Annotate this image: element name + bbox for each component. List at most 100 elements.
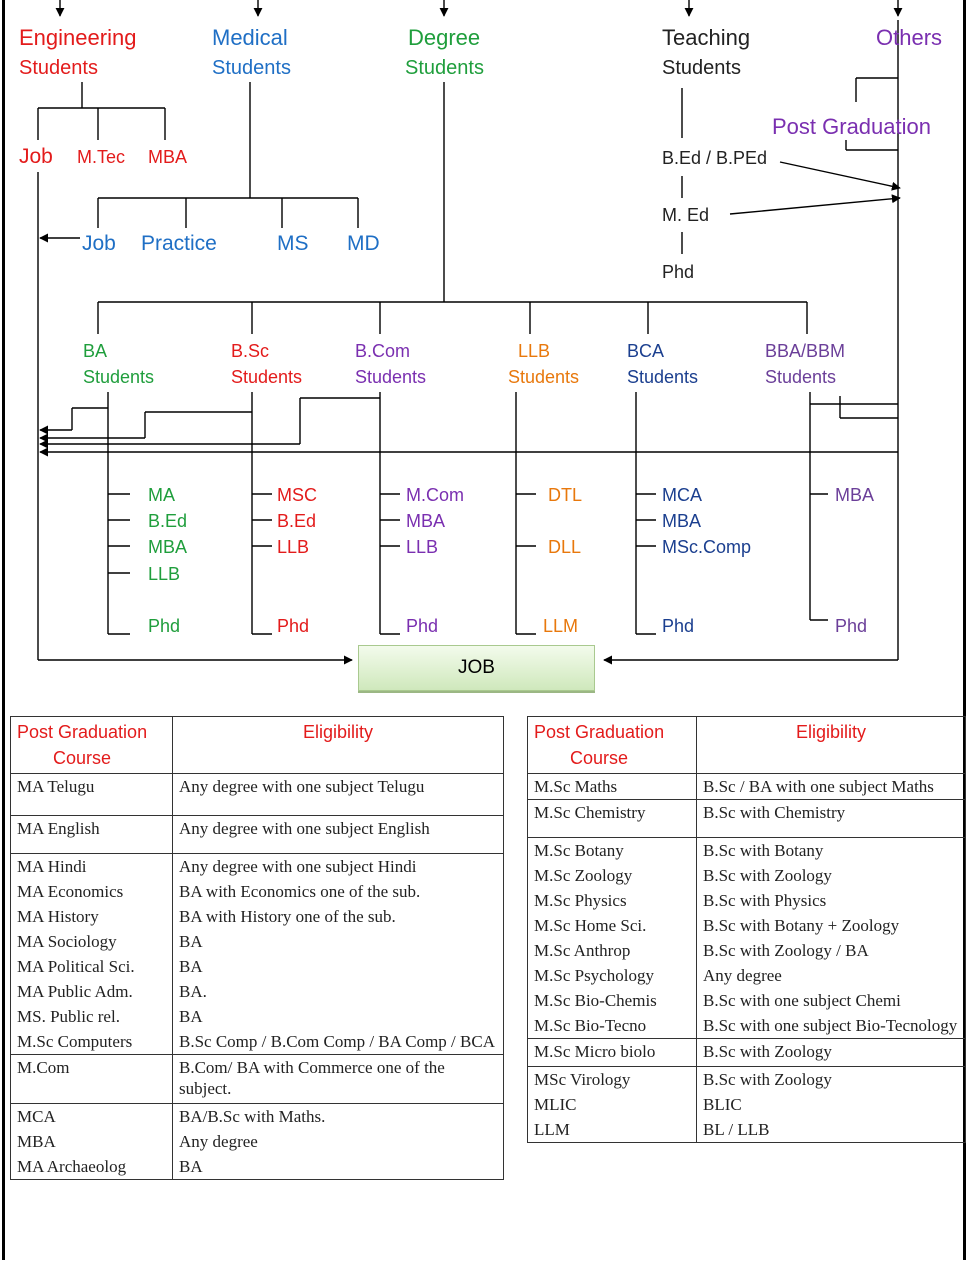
bsc-phd: Phd <box>277 613 309 639</box>
teaching-line2: Students <box>662 53 750 83</box>
engineering-students-label: Engineering Students <box>19 23 136 83</box>
table-group: M.Sc Chemistry B.Sc with Chemistry <box>528 800 966 838</box>
bcom-course: M.Com <box>406 482 464 508</box>
table-group: M.Sc Micro biolo B.Sc with Zoology <box>528 1039 966 1067</box>
job-box: JOB <box>358 645 595 691</box>
med-child-practice: Practice <box>141 231 217 257</box>
engineering-line2: Students <box>19 53 136 83</box>
branch-bcom: B.Com Students <box>355 338 426 390</box>
bba-course: MBA <box>835 482 874 508</box>
course-cell: MSc Virology <box>528 1067 697 1093</box>
branch-ba-line1: BA <box>83 338 154 364</box>
course-cell: MA Telugu <box>11 774 173 816</box>
bsc-course: B.Ed <box>277 508 316 534</box>
course-cell: MA Archaeolog <box>11 1154 173 1180</box>
table-row: M.Com B.Com/ BA with Commerce one of the … <box>11 1055 504 1104</box>
table-group: M.Com B.Com/ BA with Commerce one of the … <box>11 1055 504 1104</box>
table-row: M.Sc Micro biolo B.Sc with Zoology <box>528 1039 966 1067</box>
course-header-line2: Course <box>570 745 628 771</box>
med-child-md: MD <box>347 231 380 257</box>
course-cell: LLM <box>528 1117 697 1143</box>
ba-course: MBA <box>148 534 187 560</box>
course-cell: M.Sc Anthrop <box>528 938 697 963</box>
eligibility-cell: BA/B.Sc with Maths. <box>173 1104 504 1130</box>
degree-line1: Degree <box>408 23 484 53</box>
branch-llb: LLB Students <box>508 338 579 390</box>
course-cell: M.Sc Maths <box>528 774 697 800</box>
table-group: M.Sc Maths B.Sc / BA with one subject Mat… <box>528 774 966 800</box>
table-row: M.Sc Chemistry B.Sc with Chemistry <box>528 800 966 838</box>
course-cell: M.Sc Chemistry <box>528 800 697 838</box>
llb-llm: LLM <box>543 613 578 639</box>
eligibility-cell: B.Sc with Botany <box>697 838 966 864</box>
table-row: M.Sc Anthrop B.Sc with Zoology / BA <box>528 938 966 963</box>
bsc-course: MSC <box>277 482 317 508</box>
eligibility-cell: BLIC <box>697 1092 966 1117</box>
teaching-students-label: Teaching Students <box>662 23 750 83</box>
ba-phd: Phd <box>148 613 180 639</box>
table-row: LLM BL / LLB <box>528 1117 966 1143</box>
table-row: MA English Any degree with one subject En… <box>11 816 504 854</box>
table-group: M.Sc Botany B.Sc with Botany M.Sc Zoology B… <box>528 838 966 1039</box>
teaching-line1: Teaching <box>662 23 750 53</box>
branch-bca-line1: BCA <box>627 338 698 364</box>
table-row: MLIC BLIC <box>528 1092 966 1117</box>
course-header-line2: Course <box>53 745 111 771</box>
branch-bba-line1: BBA/BBM <box>765 338 845 364</box>
table-header-row: Post Graduation Course Eligibility <box>528 717 966 774</box>
table-row: M.Sc Home Sci. B.Sc with Botany + Zoology <box>528 913 966 938</box>
eligibility-cell: B.Com/ BA with Commerce one of the subje… <box>173 1055 504 1104</box>
course-cell: MA Sociology <box>11 929 173 954</box>
ba-course: MA <box>148 482 175 508</box>
table-group: MA English Any degree with one subject En… <box>11 816 504 854</box>
table-row: M.Sc Computers B.Sc Comp / B.Com Comp / B… <box>11 1029 504 1055</box>
eligibility-cell: BA <box>173 929 504 954</box>
eligibility-cell: BA <box>173 1004 504 1029</box>
bca-course: MCA <box>662 482 702 508</box>
course-header-line1: Post Graduation <box>534 719 664 745</box>
eligibility-cell: B.Sc with Zoology <box>697 1039 966 1067</box>
table-row: MA Economics BA with Economics one of the… <box>11 879 504 904</box>
eligibility-header: Eligibility <box>173 717 504 774</box>
table-row: MSc Virology B.Sc with Zoology <box>528 1067 966 1093</box>
branch-bca: BCA Students <box>627 338 698 390</box>
eligibility-header: Eligibility <box>697 717 966 774</box>
eligibility-cell: B.Sc with Zoology <box>697 1067 966 1093</box>
branch-ba: BA Students <box>83 338 154 390</box>
course-cell: MA Hindi <box>11 854 173 880</box>
llb-course: DTL <box>548 482 582 508</box>
eligibility-cell: Any degree with one subject Hindi <box>173 854 504 880</box>
branch-bsc-line2: Students <box>231 364 302 390</box>
degree-line2: Students <box>405 53 484 83</box>
course-cell: M.Sc Bio-Chemis <box>528 988 697 1013</box>
teaching-bed: B.Ed / B.PEd <box>662 145 767 171</box>
branch-bsc-line1: B.Sc <box>231 338 302 364</box>
eligibility-cell: BA <box>173 1154 504 1180</box>
course-cell: MA Public Adm. <box>11 979 173 1004</box>
medical-students-label: Medical Students <box>212 23 291 83</box>
med-child-job: Job <box>82 231 116 257</box>
table-group: MSc Virology B.Sc with Zoology MLIC BLIC LLM… <box>528 1067 966 1143</box>
course-cell: MS. Public rel. <box>11 1004 173 1029</box>
table-group: MA Hindi Any degree with one subject Hind… <box>11 854 504 1055</box>
eligibility-cell: B.Sc with Chemistry <box>697 800 966 838</box>
eligibility-table-right: Post Graduation Course Eligibility M.Sc M… <box>527 716 966 1143</box>
table-row: M.Sc Bio-Tecno B.Sc with one subject Bio-… <box>528 1013 966 1039</box>
branch-llb-line1: LLB <box>518 338 579 364</box>
course-cell: M.Sc Zoology <box>528 863 697 888</box>
eligibility-cell: B.Sc with Zoology / BA <box>697 938 966 963</box>
table-row: MA Telugu Any degree with one subject Tel… <box>11 774 504 816</box>
table-row: M.Sc Physics B.Sc with Physics <box>528 888 966 913</box>
bcom-course: MBA <box>406 508 445 534</box>
bba-phd: Phd <box>835 613 867 639</box>
eligibility-cell: B.Sc with one subject Bio-Tecnology <box>697 1013 966 1039</box>
branch-bca-line2: Students <box>627 364 698 390</box>
bca-course: MBA <box>662 508 701 534</box>
bcom-course: LLB <box>406 534 438 560</box>
course-cell: M.Sc Physics <box>528 888 697 913</box>
table-row: M.Sc Maths B.Sc / BA with one subject Mat… <box>528 774 966 800</box>
teaching-phd: Phd <box>662 259 694 285</box>
table-group: MA Telugu Any degree with one subject Tel… <box>11 774 504 816</box>
eng-child-mba: MBA <box>148 144 187 170</box>
eng-child-job: Job <box>19 144 53 170</box>
